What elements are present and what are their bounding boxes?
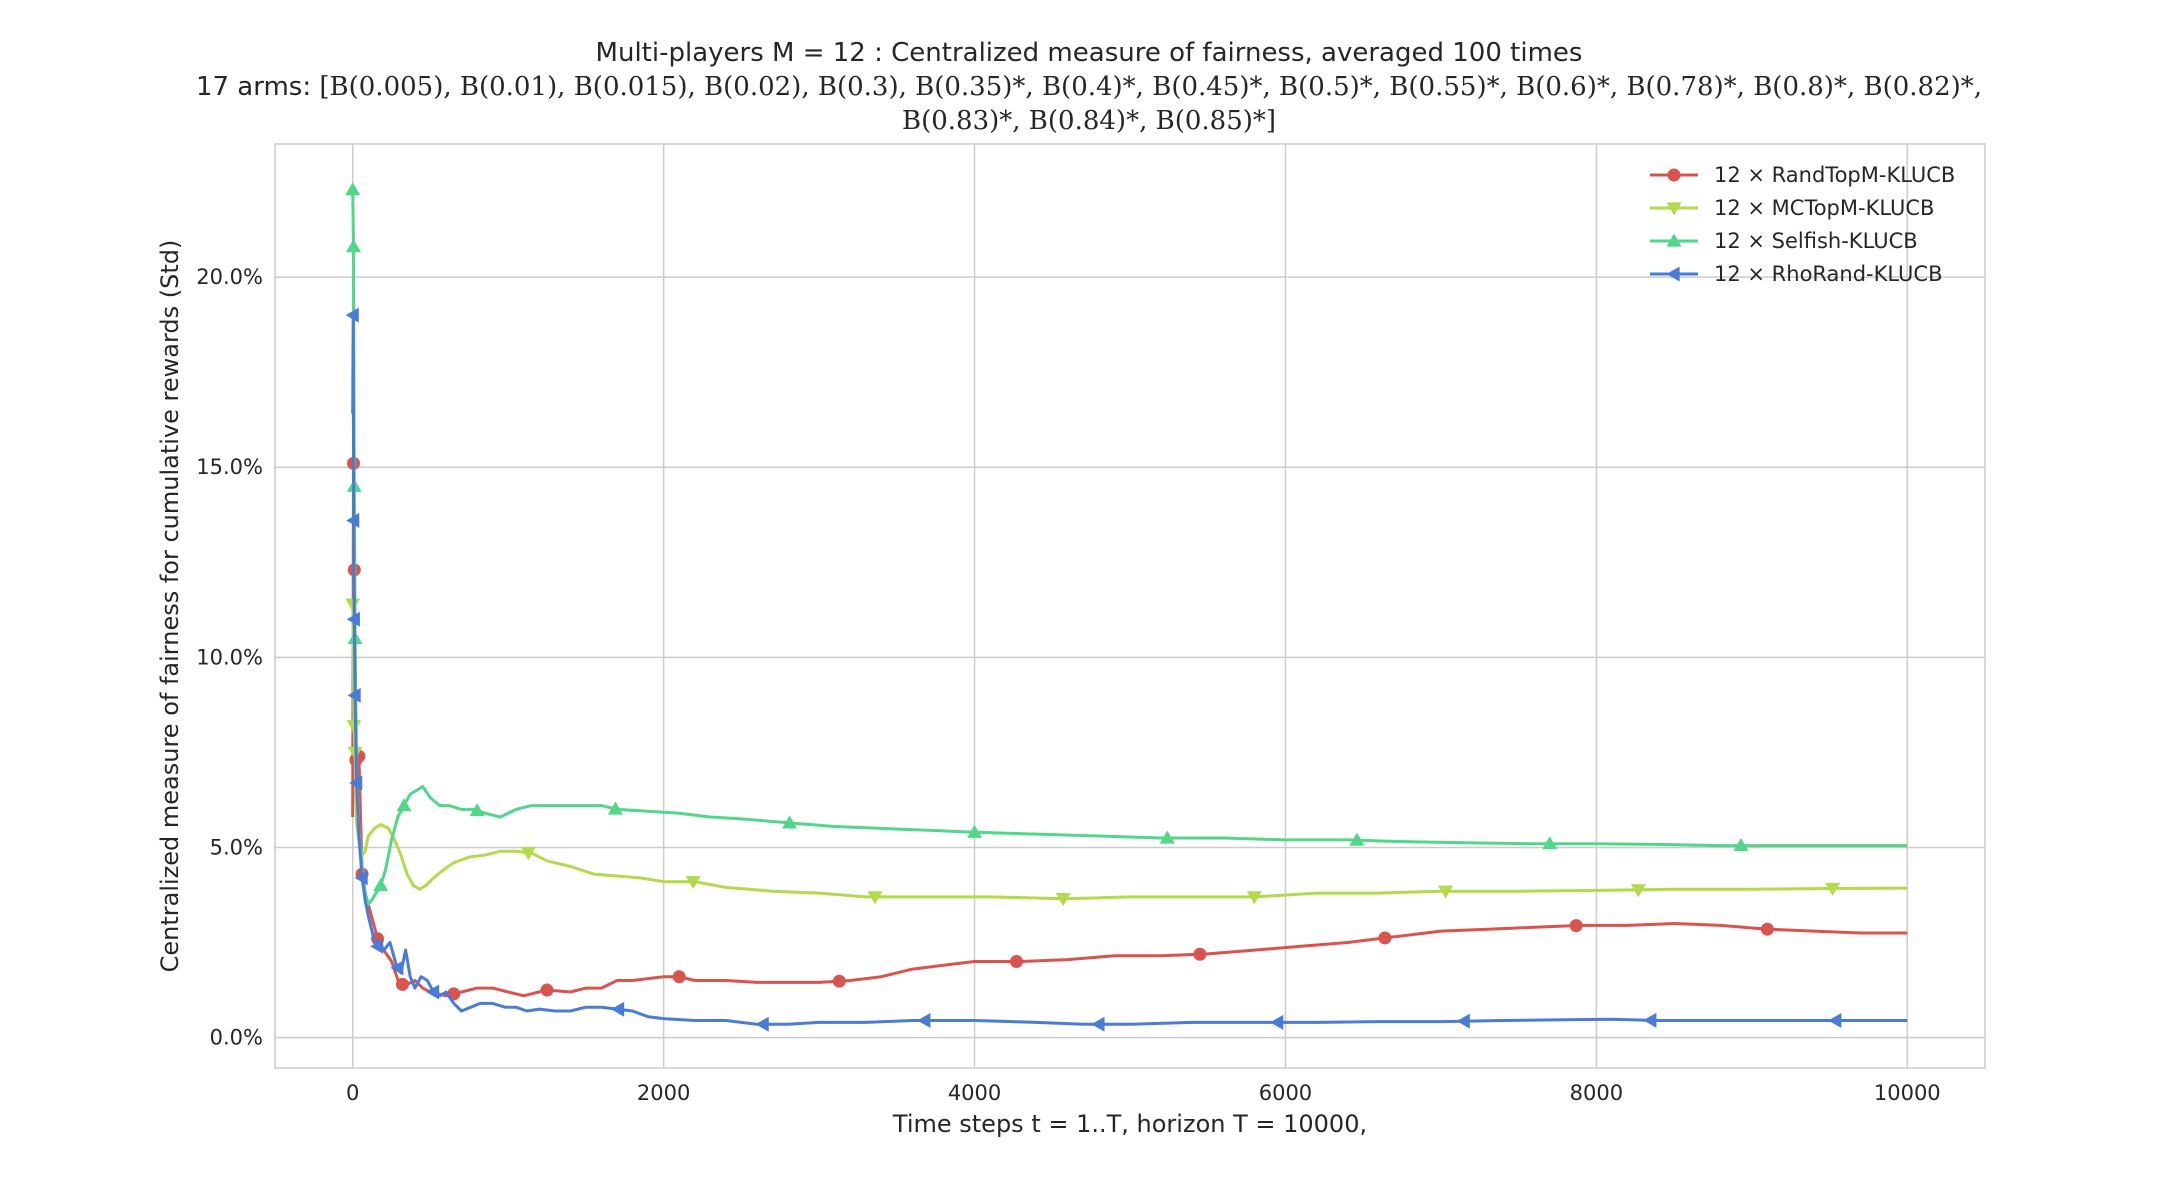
legend-marker: [1667, 168, 1681, 182]
x-tick-label: 0: [346, 1081, 359, 1105]
data-point: [1193, 947, 1207, 961]
x-tick-label: 2000: [637, 1081, 690, 1105]
data-point: [1159, 830, 1175, 844]
tick-labels: 0 2000 4000 6000 8000 10000 0.0% 5.0% 10.0% 15.0%…: [196, 265, 1940, 1105]
series-line-mctopm: [351, 604, 1908, 901]
data-point: [782, 815, 798, 829]
y-axis-label: Centralized measure of fairness for cumu…: [156, 240, 184, 973]
data-point: [1733, 838, 1749, 852]
series-selfish: [345, 182, 1908, 906]
data-point: [396, 798, 412, 812]
data-point: [1270, 1014, 1284, 1030]
x-tick-label: 6000: [1259, 1081, 1312, 1105]
y-tick-label: 20.0%: [196, 265, 263, 289]
legend-label: 12 × RhoRand-KLUCB: [1714, 262, 1943, 286]
x-axis-label: Time steps t = 1..T, horizon T = 10000,: [892, 1110, 1367, 1138]
data-point: [395, 977, 409, 991]
data-point: [1010, 955, 1024, 969]
y-tick-label: 0.0%: [210, 1026, 263, 1050]
data-point: [346, 611, 360, 627]
legend-marker: [1666, 266, 1680, 282]
data-point: [346, 512, 360, 528]
data-point: [370, 938, 384, 954]
data-point: [469, 803, 485, 817]
arms-list-part2: B(0.83)*, B(0.84)*, B(0.85)*]: [901, 106, 1277, 136]
data-point: [1091, 1016, 1105, 1032]
y-tick-label: 5.0%: [210, 835, 263, 859]
data-point: [1246, 891, 1262, 905]
data-point: [685, 876, 701, 890]
data-point: [1349, 832, 1365, 846]
legend-item-randtopm: 12 × RandTopM-KLUCB: [1650, 163, 1955, 187]
x-tick-label: 4000: [948, 1081, 1001, 1105]
data-point: [1569, 919, 1583, 933]
chart-subtitle-line1: 17 arms: [B(0.005), B(0.01), B(0.015), B…: [0, 72, 2178, 102]
data-point: [540, 983, 554, 997]
legend-marker: [1666, 202, 1682, 216]
legend-item-selfish: 12 × Selfish-KLUCB: [1650, 229, 1918, 253]
data-point: [390, 960, 404, 976]
series-line-rhorand: [351, 313, 1908, 1026]
data-point: [520, 847, 536, 861]
chart-title: Multi-players M = 12 : Centralized measu…: [595, 38, 1583, 68]
data-point: [1456, 1013, 1470, 1029]
legend-label: 12 × RandTopM-KLUCB: [1714, 163, 1955, 187]
chart-subtitle-line2: B(0.83)*, B(0.84)*, B(0.85)*]: [0, 106, 2178, 136]
series-line-selfish: [351, 189, 1908, 906]
x-tick-label: 10000: [1874, 1081, 1941, 1105]
y-tick-label: 10.0%: [196, 645, 263, 669]
series-mctopm: [345, 598, 1908, 907]
data-point: [1825, 882, 1841, 897]
arms-list-part1: [B(0.005), B(0.01), B(0.015), B(0.02), B…: [319, 72, 1983, 102]
arms-label: 17 arms:: [195, 72, 312, 102]
legend-marker: [1666, 233, 1682, 247]
data-point: [349, 775, 363, 791]
data-point: [1542, 836, 1558, 850]
series-rhorand: [345, 307, 1908, 1032]
data-point: [607, 801, 623, 815]
data-point: [1055, 893, 1071, 907]
data-point: [1643, 1012, 1657, 1028]
data-point: [611, 1001, 625, 1017]
data-point: [755, 1016, 769, 1032]
data-point: [347, 687, 361, 703]
data-point: [917, 1012, 931, 1028]
data-point: [1630, 884, 1646, 898]
data-point: [967, 824, 983, 838]
legend-label: 12 × Selfish-KLUCB: [1714, 229, 1918, 253]
data-point: [345, 307, 359, 323]
legend-item-mctopm: 12 × MCTopM-KLUCB: [1650, 196, 1934, 220]
series-line-randtopm: [351, 461, 1908, 998]
data-point: [867, 891, 883, 905]
data-point: [345, 182, 361, 196]
series-randtopm: [347, 456, 1908, 1001]
data-point: [346, 239, 362, 253]
data-point: [373, 877, 389, 892]
data-point: [1760, 922, 1774, 936]
x-tick-label: 8000: [1570, 1081, 1623, 1105]
data-point: [1378, 931, 1392, 945]
legend: 12 × RandTopM-KLUCB 12 × MCTopM-KLUCB 12 ×…: [1650, 163, 1955, 286]
y-tick-label: 15.0%: [196, 455, 263, 479]
series-layer: [345, 182, 1908, 1032]
legend-label: 12 × MCTopM-KLUCB: [1714, 196, 1934, 220]
data-point: [354, 870, 368, 886]
data-point: [346, 720, 362, 734]
data-point: [426, 984, 440, 1000]
legend-item-rhorand: 12 × RhoRand-KLUCB: [1650, 262, 1943, 286]
data-point: [832, 974, 846, 988]
data-point: [1828, 1012, 1842, 1028]
data-point: [1438, 885, 1454, 899]
plot-frame: [274, 143, 1986, 1069]
data-point: [672, 970, 686, 984]
